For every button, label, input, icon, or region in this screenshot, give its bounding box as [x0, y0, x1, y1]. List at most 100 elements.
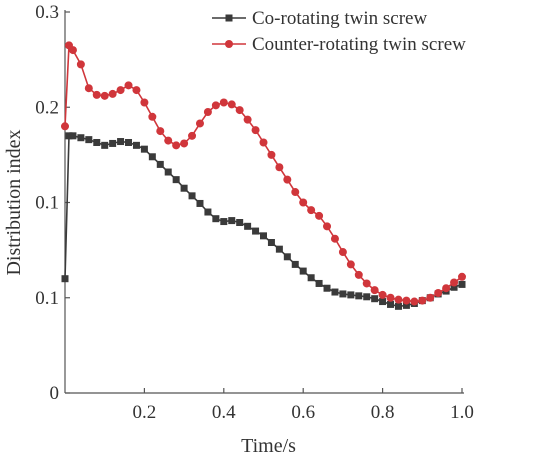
data-point — [386, 293, 395, 302]
data-point — [140, 98, 149, 107]
data-point — [259, 138, 268, 147]
data-point — [323, 284, 331, 292]
data-point — [180, 139, 189, 148]
data-point — [450, 278, 459, 287]
data-point — [283, 175, 292, 184]
x-tick-label: 0.8 — [371, 402, 395, 423]
data-point — [236, 219, 244, 227]
data-point — [267, 239, 275, 247]
data-point — [363, 293, 371, 301]
data-point — [402, 296, 411, 305]
data-point — [117, 138, 125, 146]
y-tick-label: 0.3 — [35, 2, 59, 23]
data-point — [212, 215, 220, 223]
data-point — [211, 101, 220, 110]
data-point — [354, 270, 363, 279]
data-point — [132, 86, 141, 95]
data-point — [93, 138, 101, 146]
data-point — [203, 108, 212, 117]
data-point — [458, 272, 466, 281]
data-point — [188, 192, 196, 200]
data-point — [180, 184, 188, 192]
data-point — [227, 100, 236, 109]
data-point — [61, 122, 69, 131]
x-tick-label: 0.4 — [212, 402, 236, 423]
series-line — [64, 135, 463, 308]
data-point — [394, 302, 402, 310]
data-point — [387, 300, 395, 308]
y-tick-label: 0.2 — [35, 97, 59, 118]
data-point — [275, 163, 284, 172]
data-point — [260, 232, 267, 240]
data-point — [379, 298, 387, 306]
y-tick-label: 0 — [50, 383, 60, 404]
data-point — [299, 267, 307, 275]
data-point — [291, 188, 300, 197]
x-tick-label: 0.2 — [133, 402, 157, 423]
data-point — [299, 198, 308, 207]
data-point — [450, 283, 458, 291]
data-point — [378, 290, 387, 299]
data-point — [418, 296, 427, 305]
data-point — [219, 98, 228, 107]
data-point — [61, 275, 69, 283]
legend-marker — [225, 14, 233, 22]
data-point — [347, 291, 355, 299]
data-point — [355, 292, 363, 300]
legend-label: Co-rotating twin screw — [252, 8, 427, 29]
legend-marker — [225, 40, 233, 48]
data-point — [220, 218, 228, 226]
data-point — [76, 60, 85, 69]
data-point — [267, 150, 276, 159]
axes-group — [64, 10, 464, 394]
legend-label: Counter-rotating twin screw — [252, 34, 466, 55]
data-point — [235, 106, 244, 115]
data-point — [92, 90, 101, 99]
data-point — [394, 295, 403, 304]
x-tick-label: 1.0 — [450, 402, 474, 423]
data-point — [148, 112, 157, 121]
data-point — [244, 222, 252, 230]
data-point — [323, 222, 332, 231]
data-point — [172, 176, 180, 184]
data-point — [101, 141, 109, 149]
data-point — [188, 131, 197, 140]
data-point — [100, 91, 109, 100]
data-point — [338, 248, 347, 257]
data-point — [84, 84, 93, 93]
data-point — [371, 295, 379, 303]
data-point — [370, 286, 379, 295]
data-point — [156, 127, 165, 136]
legend: Co-rotating twin screw Counter-rotating t… — [212, 8, 466, 55]
data-point — [434, 288, 443, 297]
data-point — [402, 301, 410, 309]
data-point — [315, 279, 323, 287]
y-tick-label: 0.1 — [35, 193, 59, 214]
data-point — [426, 293, 435, 302]
data-point — [156, 160, 164, 168]
data-point — [85, 136, 93, 144]
data-point — [330, 234, 339, 243]
data-point — [339, 290, 347, 298]
data-point — [315, 211, 324, 220]
data-point — [331, 288, 339, 296]
series-group — [61, 41, 466, 310]
data-point — [458, 280, 466, 288]
data-point — [68, 46, 77, 55]
data-point — [108, 89, 117, 98]
data-point — [196, 199, 204, 207]
data-point — [243, 115, 252, 124]
data-point — [346, 260, 355, 269]
data-point — [307, 206, 316, 215]
x-tick-label: 0.6 — [291, 402, 315, 423]
data-point — [251, 126, 260, 135]
data-point — [69, 132, 77, 140]
data-point — [283, 253, 291, 261]
data-point — [124, 81, 133, 90]
data-point — [362, 279, 371, 288]
data-point — [204, 208, 212, 216]
data-point — [275, 245, 283, 253]
y-axis-title: Distribution index — [3, 129, 25, 275]
